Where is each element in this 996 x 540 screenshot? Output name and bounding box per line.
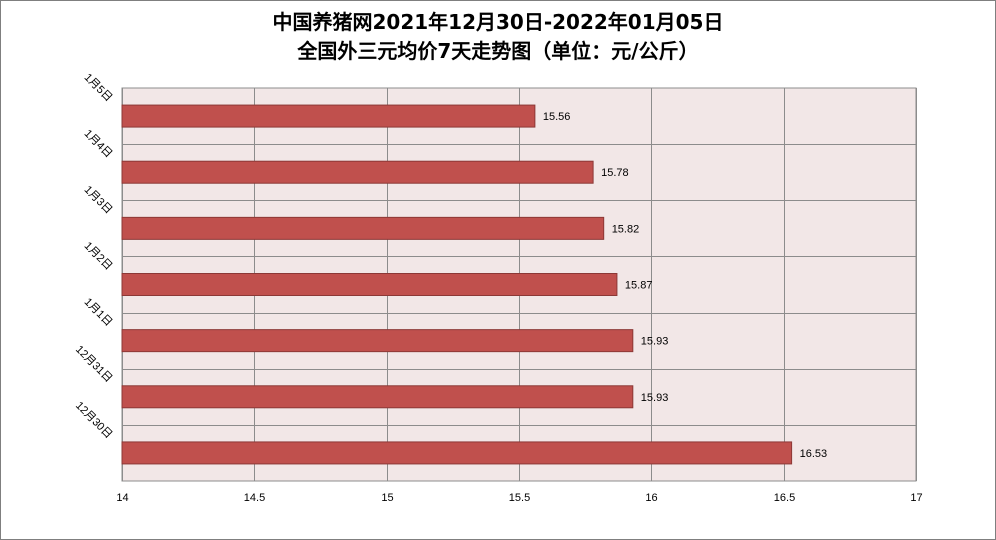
bar: [121, 216, 605, 240]
x-tick-label: 15: [381, 492, 393, 504]
chart-title: 中国养猪网2021年12月30日-2022年01月05日 全国外三元均价7天走势…: [0, 8, 996, 66]
chart-title-line-2: 全国外三元均价7天走势图（单位：元/公斤）: [297, 39, 699, 63]
bar-value-label: 15.56: [543, 111, 571, 123]
bar: [121, 329, 634, 353]
x-tick-label: 16: [645, 492, 657, 504]
grid-lines: [122, 88, 917, 481]
category-label: 1月1日: [82, 296, 115, 329]
x-tick-label: 17: [910, 492, 922, 504]
x-tick-label: 16.5: [774, 492, 795, 504]
bar: [121, 273, 618, 296]
category-label: 12月31日: [73, 344, 114, 385]
bar: [121, 160, 594, 184]
category-label: 12月30日: [73, 400, 114, 441]
bar-value-label: 15.82: [612, 223, 640, 235]
category-label: 1月5日: [82, 71, 115, 104]
bar-value-label: 15.93: [641, 336, 669, 348]
bar: [121, 441, 793, 465]
x-tick-label: 15.5: [509, 492, 530, 504]
x-tick-label: 14: [116, 492, 128, 504]
bar-value-label: 15.93: [641, 392, 669, 404]
bar-value-label: 15.87: [625, 280, 653, 292]
bar: [121, 104, 536, 128]
bar: [121, 385, 634, 409]
bars: [121, 104, 793, 465]
chart-title-line-1: 中国养猪网2021年12月30日-2022年01月05日: [272, 10, 724, 34]
bar-value-label: 15.78: [601, 167, 629, 179]
bar-value-label: 16.53: [800, 448, 828, 460]
category-label: 1月4日: [82, 128, 115, 161]
x-tick-label: 14.5: [244, 492, 265, 504]
category-label: 1月2日: [82, 240, 115, 273]
y-axis-ticks: 12月30日 12月31日 1月1日 1月2日 1月3日 1月4日 1月5日: [73, 71, 114, 441]
x-axis-ticks: 14 14.5 15 15.5 16 16.5 17: [116, 492, 922, 504]
category-label: 1月3日: [82, 184, 115, 217]
value-labels: 16.53 15.93 15.93 15.87 15.82 15.78 15.56: [543, 111, 827, 460]
